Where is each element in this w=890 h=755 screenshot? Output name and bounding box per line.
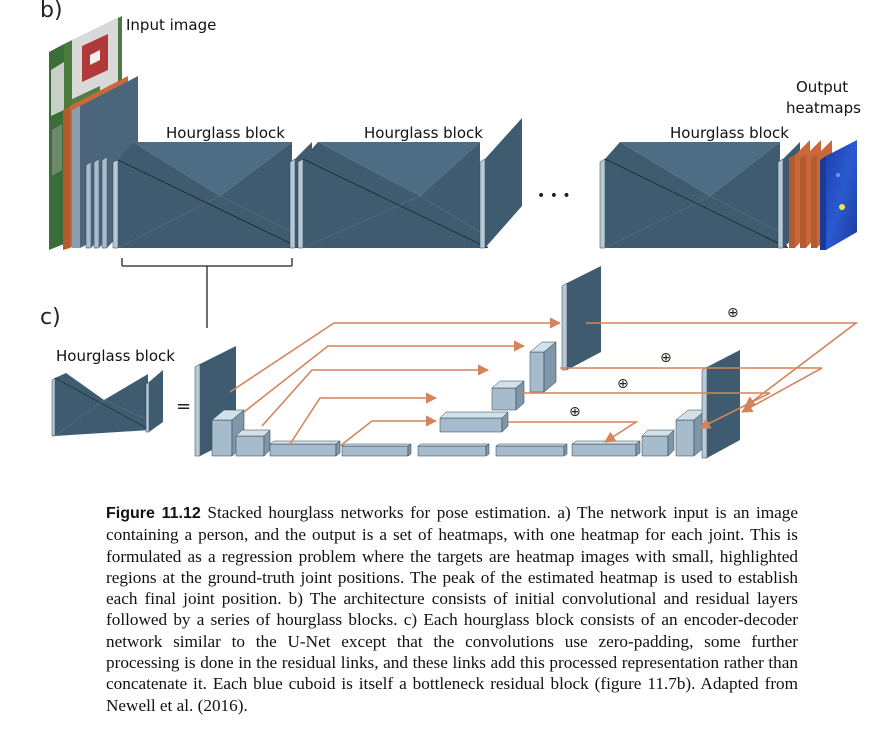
equals-sign: =	[176, 396, 191, 417]
figure-caption: Figure 11.12 Stacked hourglass networks …	[106, 502, 798, 716]
hourglass-block-label-3: Hourglass block	[670, 124, 789, 142]
output-heatmaps-label-line1: Output	[796, 78, 849, 96]
hourglass-block-label-1: Hourglass block	[166, 124, 285, 142]
plus-symbol-3: ⊕	[617, 376, 629, 392]
hourglass-block-3	[599, 142, 800, 249]
encoder-cuboids	[211, 409, 641, 457]
hourglass-block-label-c: Hourglass block	[56, 347, 175, 365]
ellipsis-text: • • •	[537, 188, 571, 204]
caption-figure-number: Figure 11.12	[106, 505, 201, 522]
input-image-label: Input image	[126, 16, 217, 34]
c-top-slab	[561, 266, 601, 371]
caption-text: Stacked hourglass networks for pose esti…	[106, 503, 799, 715]
small-hourglass-icon	[51, 370, 163, 437]
panel-c-label: c)	[40, 305, 61, 330]
c-right-slab	[701, 350, 740, 459]
figure-diagram: • • •	[49, 16, 859, 459]
plus-symbols: ⊕ ⊕ ⊕ ⊕	[569, 305, 739, 420]
output-heatmaps	[820, 140, 857, 250]
residual-arrows	[229, 317, 859, 447]
plus-symbol-2: ⊕	[660, 350, 672, 366]
zoom-bracket	[121, 258, 293, 328]
decoder-cuboids	[641, 409, 707, 457]
hourglass-block-2	[302, 118, 522, 249]
hourglass-figure: • • •	[40, 0, 861, 459]
plus-symbol-1: ⊕	[727, 305, 739, 321]
hourglass-block-1	[112, 142, 312, 249]
skip-cuboids	[439, 341, 557, 433]
hourglass-block-label-2: Hourglass block	[364, 124, 483, 142]
panel-b-label: b)	[40, 0, 63, 23]
plus-symbol-4: ⊕	[569, 404, 581, 420]
output-heatmaps-label-line2: heatmaps	[786, 99, 861, 117]
